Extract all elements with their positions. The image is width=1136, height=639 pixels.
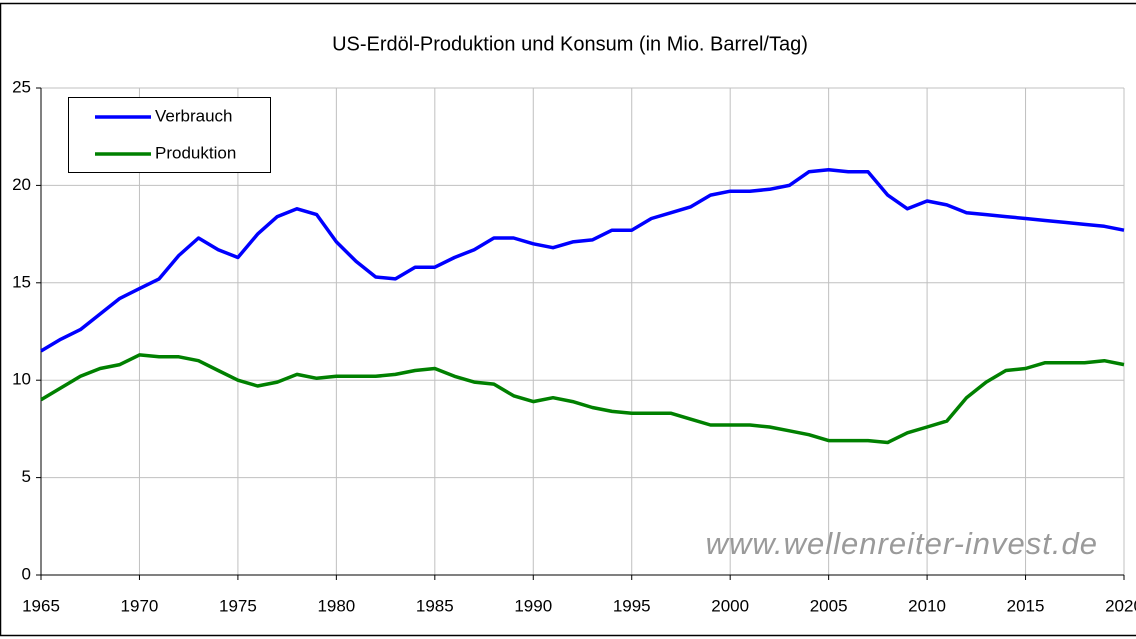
y-tick-label: 15 [12, 272, 31, 291]
x-tick-label: 1970 [121, 596, 159, 615]
x-tick-label: 2000 [711, 596, 749, 615]
series-line [40, 168, 1125, 353]
x-tick-label: 1975 [219, 596, 257, 615]
legend-label: Verbrauch [155, 106, 233, 125]
x-tick-label: 2015 [1007, 596, 1045, 615]
y-tick-label: 0 [22, 564, 31, 583]
y-tick-label: 10 [12, 370, 31, 389]
watermark: www.wellenreiter-invest.de [706, 526, 1098, 561]
x-tick-label: 1990 [514, 596, 552, 615]
y-tick-label: 5 [22, 467, 31, 486]
x-tick-label: 2020 [1105, 596, 1136, 615]
legend-box [68, 97, 271, 173]
legend-label: Produktion [155, 143, 236, 162]
x-tick-label: 1965 [22, 596, 60, 615]
x-tick-label: 1980 [317, 596, 355, 615]
x-tick-label: 2010 [908, 596, 946, 615]
x-tick-label: 2005 [810, 596, 848, 615]
chart-title: US-Erdöl-Produktion und Konsum (in Mio. … [332, 33, 808, 55]
y-tick-label: 20 [12, 175, 31, 194]
y-tick-label: 25 [12, 77, 31, 96]
x-tick-label: 1985 [416, 596, 454, 615]
x-tick-label: 1995 [613, 596, 651, 615]
series-line [40, 353, 1125, 445]
